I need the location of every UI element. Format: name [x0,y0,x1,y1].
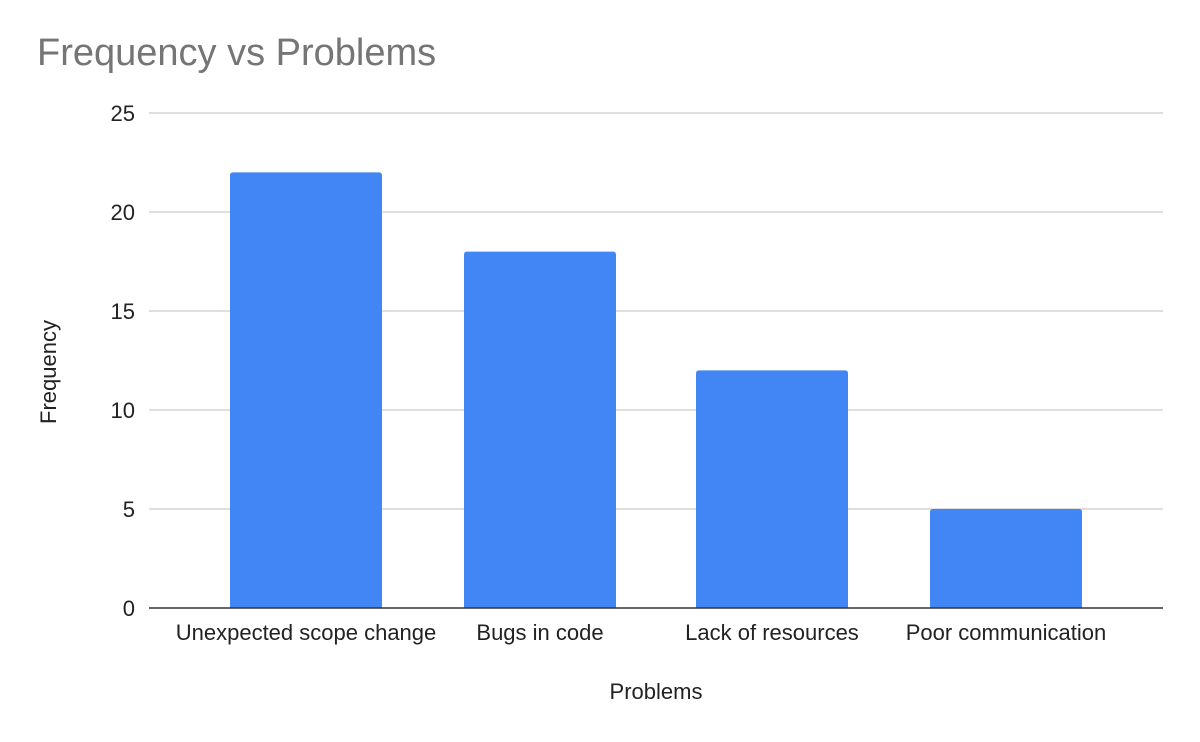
bars [230,172,1082,608]
bar [230,172,382,608]
bar [696,370,848,608]
y-tick-label: 25 [111,101,135,126]
y-tick-label: 0 [123,596,135,621]
y-tick-labels: 0 5 10 15 20 25 [111,101,135,621]
x-tick-label: Lack of resources [685,620,859,645]
y-tick-label: 10 [111,398,135,423]
x-tick-labels: Unexpected scope change Bugs in code Lack … [176,620,1107,645]
bar [464,251,616,608]
x-tick-label: Poor communication [906,620,1107,645]
y-tick-label: 20 [111,200,135,225]
y-tick-label: 15 [111,299,135,324]
x-tick-label: Bugs in code [476,620,603,645]
x-axis-title: Problems [610,679,703,704]
bar [930,509,1082,608]
x-tick-label: Unexpected scope change [176,620,437,645]
chart-title: Frequency vs Problems [37,32,437,74]
y-axis-title: Frequency [36,320,61,424]
y-tick-label: 5 [123,497,135,522]
